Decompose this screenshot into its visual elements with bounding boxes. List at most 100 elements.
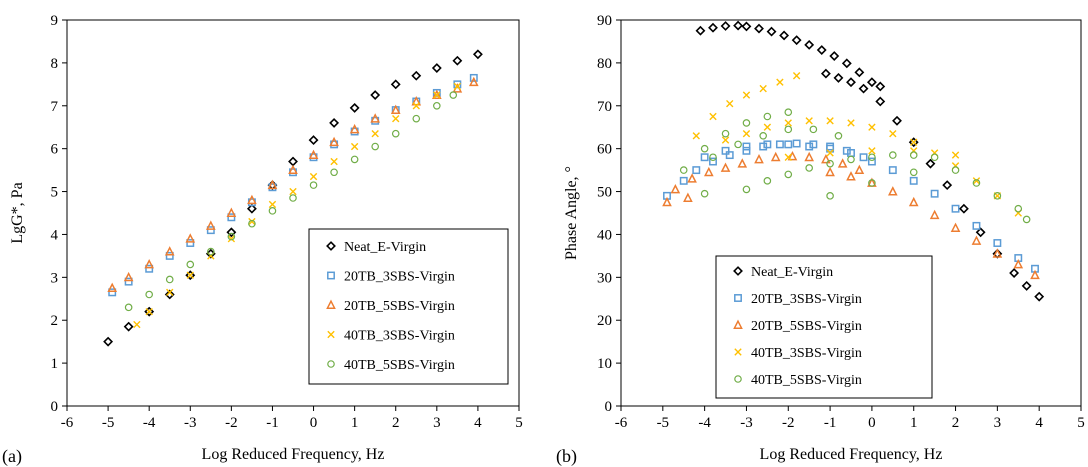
data-point: [453, 82, 462, 91]
data-point: [791, 35, 802, 46]
chart-panel-a: -6 -5 -4 -3 -2 -1 0 1 2 3 4 5 0 1 2 3 4 5 6 7 8 9 Log Reduced …: [2, 13, 523, 467]
data-point: [679, 166, 688, 174]
data-point: [930, 189, 939, 198]
data-point: [469, 73, 478, 82]
x-tick-label: -2: [782, 415, 795, 431]
data-point: [721, 136, 730, 144]
series-1: [695, 20, 1045, 302]
y-tick-label: 7: [51, 99, 59, 115]
legend: Neat_E-Virgin 20TB_3SBS-Virgin 20TB_5SBS-V…: [715, 255, 933, 399]
data-point: [779, 30, 790, 41]
data-point: [709, 157, 717, 166]
data-point: [854, 164, 865, 175]
data-point: [267, 179, 278, 190]
legend-entry: 40TB_5SBS-Virgin: [751, 373, 862, 388]
data-point: [700, 189, 709, 198]
data-point: [776, 78, 784, 86]
data-point: [248, 217, 256, 226]
data-point: [763, 123, 772, 131]
panel-label: (b): [556, 446, 577, 467]
data-point: [875, 96, 886, 107]
x-tick-label: -3: [184, 415, 197, 431]
series-3: [662, 150, 1040, 280]
legend-entry: Neat_E-Virgin: [751, 265, 833, 280]
x-tick-label: -4: [698, 415, 711, 431]
data-point: [708, 22, 718, 33]
data-point: [330, 157, 338, 166]
series-2: [663, 139, 1039, 273]
legend-marker: [327, 330, 335, 339]
legend-entry: 40TB_3SBS-Virgin: [751, 346, 862, 361]
data-point: [391, 129, 400, 138]
data-point: [766, 26, 777, 37]
data-point: [1034, 291, 1045, 302]
data-point: [679, 176, 688, 185]
x-tick-label: -4: [143, 415, 156, 431]
data-point: [248, 219, 256, 228]
data-point: [804, 151, 815, 162]
data-point: [841, 58, 852, 69]
data-point: [289, 187, 297, 196]
data-point: [452, 55, 463, 66]
data-point: [412, 102, 420, 110]
data-point: [165, 275, 174, 284]
data-point: [805, 117, 813, 125]
data-point: [726, 99, 734, 108]
data-point: [165, 251, 174, 260]
y-tick-label: 9: [51, 13, 59, 29]
data-point: [700, 144, 709, 153]
y-tick-label: 6: [51, 142, 59, 158]
data-point: [186, 260, 195, 269]
data-point: [349, 102, 360, 113]
data-point: [205, 220, 216, 230]
data-point: [370, 113, 381, 123]
data-point: [1022, 215, 1031, 224]
data-point: [868, 179, 876, 187]
data-point: [833, 72, 844, 83]
data-point: [700, 153, 709, 162]
data-point: [972, 221, 981, 230]
x-tick-label: -6: [61, 415, 74, 431]
data-point: [951, 166, 960, 174]
x-tick-label: 5: [515, 415, 523, 431]
y-tick-label: 30: [597, 270, 612, 286]
data-point: [854, 67, 865, 78]
y-tick-label: 40: [597, 227, 612, 243]
data-point: [742, 119, 751, 127]
data-point: [734, 140, 742, 149]
data-point: [826, 144, 835, 153]
legend-marker: [734, 375, 742, 383]
data-point: [1013, 259, 1024, 269]
y-axis-title: LgG*, Pa: [9, 182, 26, 243]
data-point: [687, 173, 697, 183]
data-point: [868, 123, 876, 131]
x-tick-label: 5: [1077, 415, 1085, 431]
data-point: [350, 155, 359, 164]
data-point: [431, 63, 442, 73]
data-point: [186, 271, 194, 279]
data-point: [411, 96, 422, 106]
data-point: [370, 90, 381, 100]
data-point: [308, 149, 319, 160]
data-point: [868, 147, 876, 155]
data-point: [910, 138, 918, 146]
data-point: [867, 157, 876, 166]
data-point: [453, 80, 462, 89]
data-point: [887, 186, 898, 196]
data-point: [703, 166, 714, 177]
data-point: [829, 51, 840, 61]
data-point: [784, 108, 793, 117]
data-point: [826, 192, 834, 200]
data-point: [805, 164, 813, 172]
legend-marker: [327, 271, 335, 280]
data-point: [759, 132, 767, 140]
data-point: [834, 132, 843, 140]
x-tick-label: -5: [102, 415, 115, 431]
data-point: [742, 129, 751, 138]
data-point: [226, 227, 237, 238]
legend-marker: [327, 360, 335, 368]
data-point: [1021, 280, 1032, 291]
x-tick-label: 2: [392, 415, 400, 431]
y-tick-label: 4: [51, 227, 59, 243]
data-point: [309, 181, 318, 189]
